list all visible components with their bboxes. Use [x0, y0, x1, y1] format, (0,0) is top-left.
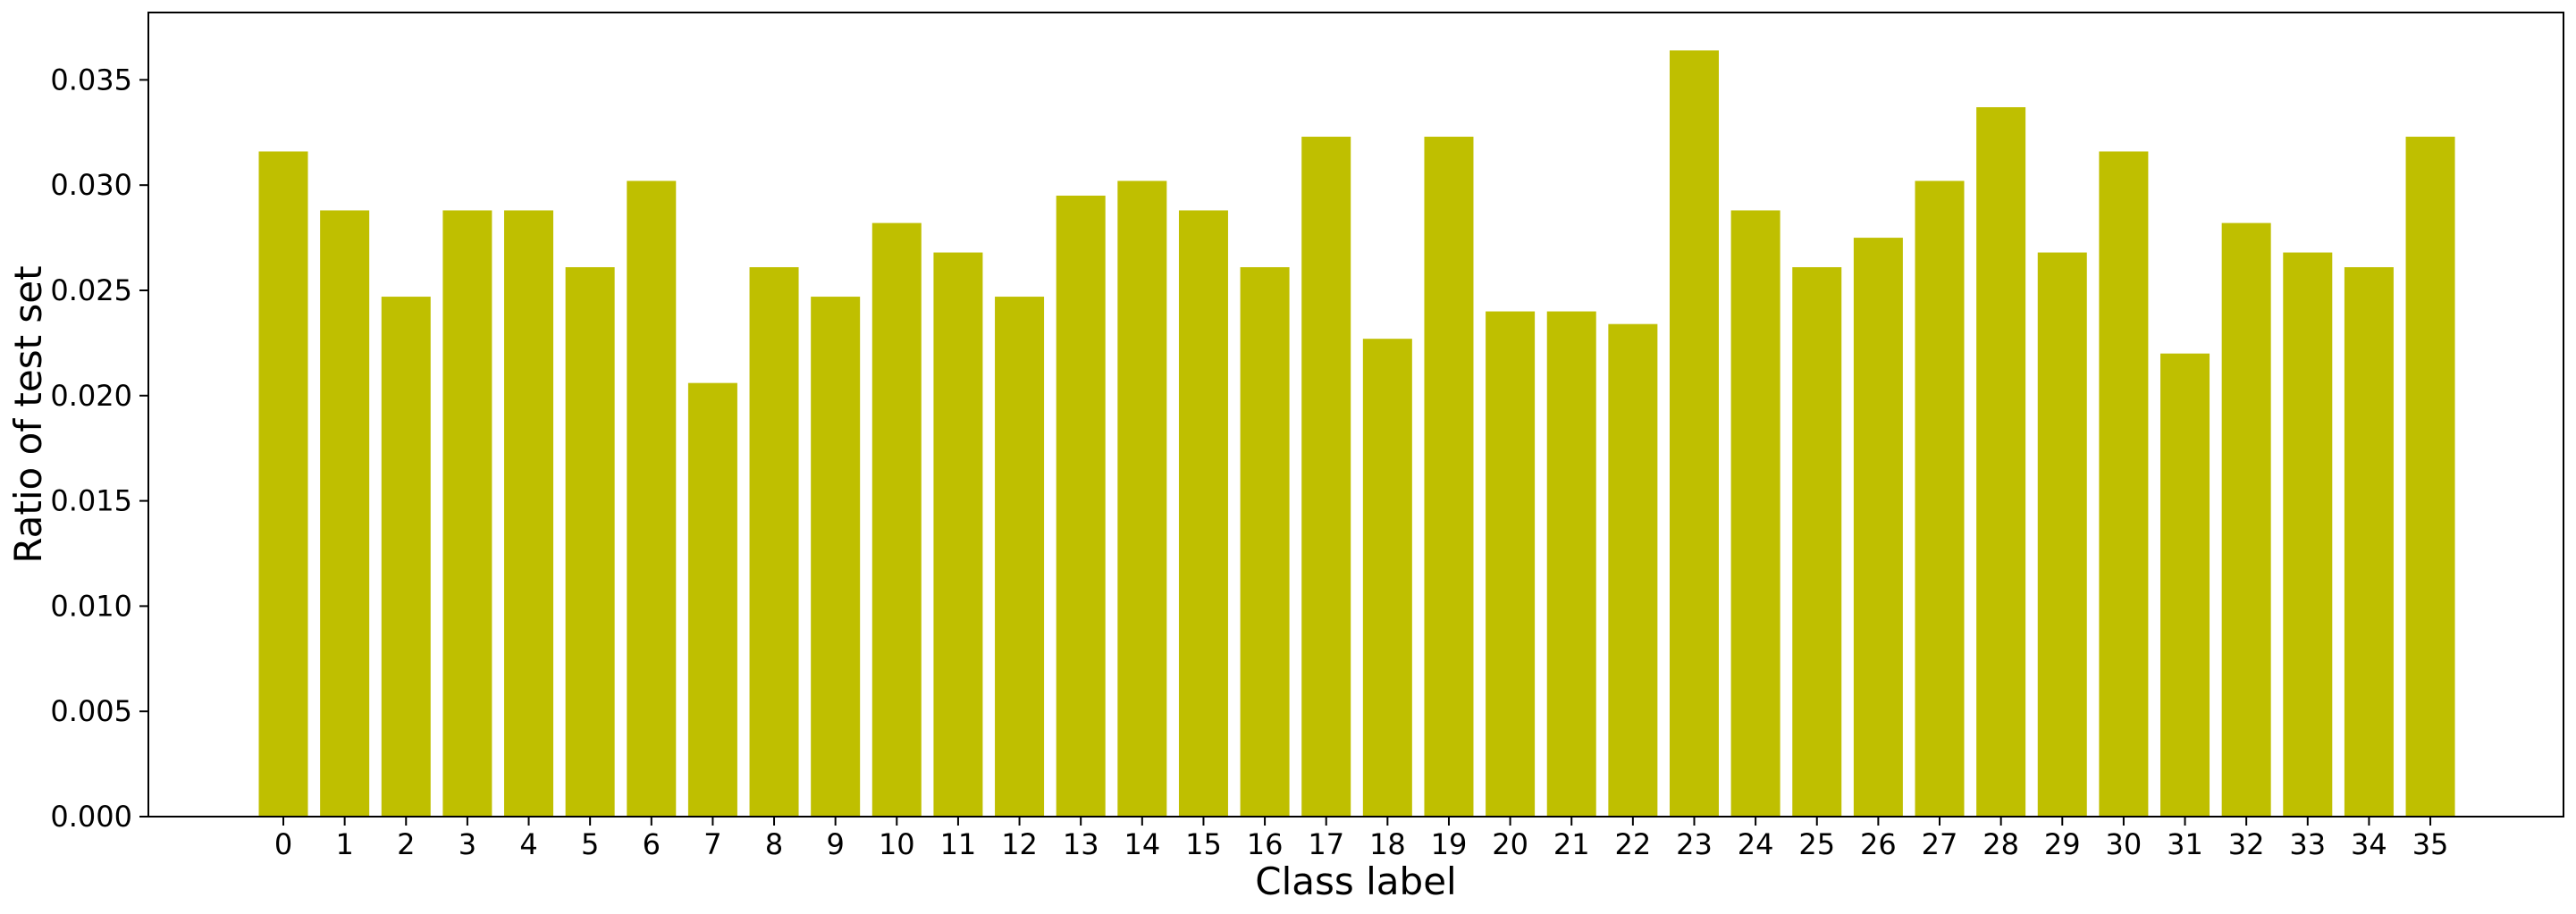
x-tick-label: 19: [1431, 827, 1468, 861]
x-tick-label: 26: [1860, 827, 1897, 861]
bar-26: [1853, 238, 1903, 818]
x-tick-label: 9: [826, 827, 844, 861]
bar-8: [749, 267, 799, 818]
x-tick-label: 15: [1185, 827, 1222, 861]
y-tick-label: 0.005: [50, 694, 132, 728]
x-tick-label: 6: [643, 827, 661, 861]
x-tick-label: 0: [274, 827, 292, 861]
bar-23: [1669, 50, 1719, 818]
x-tick-label: 28: [1983, 827, 2019, 861]
bar-9: [811, 297, 861, 817]
bar-21: [1546, 311, 1596, 817]
bar-3: [442, 210, 492, 818]
bar-15: [1178, 210, 1228, 818]
bar-20: [1486, 311, 1536, 817]
bar-13: [1056, 195, 1106, 818]
x-tick-label: 23: [1676, 827, 1713, 861]
bar-24: [1730, 210, 1780, 818]
x-tick-label: 21: [1553, 827, 1590, 861]
x-tick-label: 27: [1922, 827, 1958, 861]
x-tick-label: 31: [2167, 827, 2203, 861]
bar-31: [2160, 353, 2210, 817]
x-tick-label: 34: [2351, 827, 2387, 861]
y-tick-label: 0.000: [50, 800, 132, 834]
bar-4: [504, 210, 554, 818]
y-tick-label: 0.020: [50, 379, 132, 413]
x-tick-label: 5: [581, 827, 599, 861]
bar-12: [995, 297, 1045, 817]
x-axis-ticks: 0 1 2 3 4 5 6 7 8 9 10 11 12 13 14 15 16 17 18 19 20 21 22 23 24…: [274, 817, 2449, 861]
x-tick-label: 14: [1124, 827, 1160, 861]
bar-29: [2037, 252, 2087, 818]
x-tick-label: 17: [1308, 827, 1344, 861]
x-tick-label: 10: [879, 827, 915, 861]
bar-30: [2099, 151, 2149, 817]
y-tick-label: 0.035: [50, 63, 132, 96]
x-tick-label: 35: [2412, 827, 2449, 861]
bar-16: [1240, 267, 1290, 818]
y-tick-label: 0.030: [50, 168, 132, 202]
y-tick-label: 0.025: [50, 273, 132, 307]
x-tick-label: 2: [397, 827, 415, 861]
x-tick-label: 3: [459, 827, 476, 861]
bar-0: [258, 151, 308, 817]
x-tick-label: 18: [1369, 827, 1406, 861]
y-tick-label: 0.015: [50, 484, 132, 518]
x-axis-label: Class label: [1255, 859, 1456, 903]
x-tick-label: 7: [703, 827, 721, 861]
bar-18: [1362, 339, 1412, 817]
bar-10: [871, 222, 922, 818]
bar-35: [2405, 137, 2455, 817]
bar-7: [687, 382, 737, 817]
x-tick-label: 11: [940, 827, 977, 861]
x-tick-label: 33: [2289, 827, 2326, 861]
x-tick-label: 30: [2106, 827, 2142, 861]
bar-27: [1915, 180, 1965, 818]
x-tick-label: 16: [1247, 827, 1284, 861]
x-tick-label: 4: [519, 827, 537, 861]
x-tick-label: 22: [1615, 827, 1652, 861]
bar-19: [1424, 137, 1474, 817]
y-axis-label: Ratio of test set: [6, 265, 50, 563]
x-tick-label: 32: [2228, 827, 2265, 861]
x-tick-label: 8: [765, 827, 783, 861]
x-tick-label: 12: [1001, 827, 1038, 861]
x-tick-label: 1: [335, 827, 353, 861]
x-tick-label: 29: [2044, 827, 2081, 861]
bar-25: [1792, 267, 1842, 818]
x-tick-label: 20: [1492, 827, 1528, 861]
x-tick-label: 24: [1738, 827, 1774, 861]
bar-28: [1976, 107, 2026, 817]
y-axis-ticks: 0.000 0.005 0.010 0.015 0.020 0.025 0.030 0.035: [50, 63, 148, 834]
bar-1: [320, 210, 370, 818]
bar-33: [2283, 252, 2333, 818]
x-tick-label: 13: [1063, 827, 1099, 861]
bar-5: [565, 267, 615, 818]
bar-6: [627, 180, 677, 818]
bar-2: [381, 297, 431, 817]
bars-group: [258, 50, 2455, 818]
bar-32: [2221, 222, 2271, 818]
bar-17: [1301, 137, 1351, 817]
plot-frame: [147, 12, 2564, 818]
bar-22: [1608, 323, 1658, 817]
bar-11: [933, 252, 983, 818]
x-tick-label: 25: [1798, 827, 1835, 861]
y-tick-label: 0.010: [50, 589, 132, 623]
bar-34: [2344, 267, 2394, 818]
bar-14: [1117, 180, 1167, 818]
